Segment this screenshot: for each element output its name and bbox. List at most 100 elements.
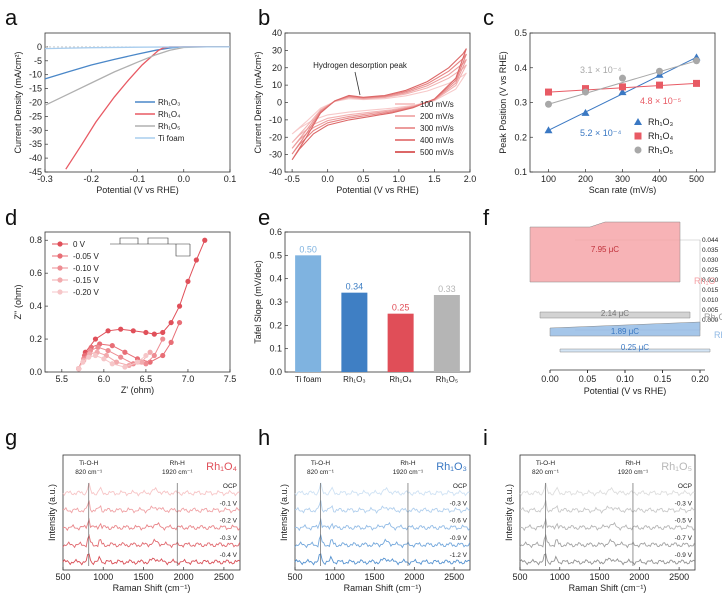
y-tick-label: -45	[29, 167, 42, 177]
bar-value-label: 0.34	[346, 282, 364, 292]
legend-swatch	[634, 146, 642, 154]
y-tick-label: 0.2	[514, 132, 527, 142]
data-point	[619, 74, 626, 82]
data-point	[693, 79, 700, 87]
z-tick-label: 0.035	[702, 247, 719, 254]
potential-label: -0.1 V	[220, 500, 238, 507]
y-tick-label: 20	[272, 63, 282, 73]
x-tick-label: -0.3	[37, 174, 53, 184]
panel-letter: c	[483, 5, 494, 30]
x-axis-label: Raman Shift (cm⁻¹)	[569, 583, 647, 593]
series-label: Rh₁O	[694, 276, 716, 286]
charge-label: 2.14 μC	[601, 309, 629, 318]
legend-label: -0.15 V	[73, 276, 99, 285]
legend-marker	[57, 253, 63, 259]
y-tick-label: -40	[29, 153, 42, 163]
data-point	[139, 359, 145, 365]
spectrum-line	[519, 517, 696, 532]
potential-label: -0.3 V	[450, 500, 468, 507]
x-tick-label: 0.1	[224, 174, 237, 184]
y-axis-label: Peak Position (V vs RHE)	[498, 51, 508, 154]
peak-label: Ti-O-H	[311, 460, 331, 467]
legend-label: 300 mV/s	[420, 124, 454, 133]
y-tick-label: 0.6	[269, 227, 282, 237]
z-tick-label: 0.015	[702, 287, 719, 294]
data-point	[86, 354, 92, 360]
legend-marker	[57, 265, 63, 271]
legend-marker	[57, 277, 63, 283]
spectrum-line	[63, 500, 240, 514]
legend-label: Rh₁O₄	[158, 110, 180, 119]
series-label: Rh₁O₃	[714, 330, 722, 340]
charge-label: 1.89 μC	[611, 327, 639, 336]
sample-label: Rh₁O₄	[206, 461, 237, 473]
x-axis-label: Potential (V vs RHE)	[584, 386, 667, 396]
plot-frame	[44, 231, 231, 373]
legend-marker	[57, 289, 63, 295]
panel-letter: a	[5, 5, 18, 30]
x-tick-label: 7.5	[224, 374, 237, 384]
x-tick-label: 0.20	[691, 374, 709, 384]
x-tick-label: 1500	[590, 572, 610, 582]
x-tick-label: 2500	[214, 572, 234, 582]
slope-label: 4.8 × 10⁻⁵	[640, 96, 682, 106]
peak-label: Rh-H	[400, 460, 415, 467]
data-point	[143, 361, 149, 367]
x-tick-label: 0.0	[177, 174, 190, 184]
legend-label: 500 mV/s	[420, 148, 454, 157]
legend-swatch	[634, 118, 642, 125]
legend-label: 0 V	[73, 240, 86, 249]
x-tick-label: -0.1	[130, 174, 146, 184]
data-point	[618, 88, 627, 96]
x-tick-label: 2000	[629, 572, 649, 582]
spectrum-line	[295, 500, 470, 514]
spectrum-line	[62, 553, 240, 566]
area-layer	[529, 221, 681, 283]
peak-position: 1920 cm⁻¹	[393, 469, 424, 476]
panel-c: 100 200 300 400 500 0.5 0.4 0.3 0.2 0.1 Scan rate …	[498, 28, 716, 195]
x-tick-label: 2500	[669, 572, 689, 582]
panel-d: 5.5 6.0 6.5 7.0 7.5 0.8 0.6 0.4 0.2 0.0 Z' (ohm) Z'…	[13, 231, 237, 395]
data-point	[176, 319, 183, 326]
data-point	[92, 336, 99, 342]
data-point	[134, 359, 141, 365]
potential-label: -0.2 V	[220, 518, 238, 525]
fit-line	[548, 60, 697, 105]
x-tick-label: 1.5	[428, 174, 441, 184]
panel-letter: d	[5, 205, 17, 230]
x-axis-label: Scan rate (mV/s)	[589, 185, 657, 195]
legend-label: Rh₁O₅	[648, 145, 674, 155]
y-axis-label: Intensity (a.u.)	[504, 484, 514, 541]
x-tick-label: 0.0	[321, 174, 334, 184]
y-tick-label: -35	[29, 139, 42, 149]
data-point	[109, 343, 115, 349]
data-point	[122, 349, 128, 355]
area-layer	[559, 348, 711, 353]
panel-g: 500 1000 1500 2000 2500 Raman Shift (cm⁻¹) Int…	[47, 454, 241, 593]
data-point	[80, 359, 86, 365]
data-point	[582, 88, 589, 96]
data-point	[122, 364, 128, 370]
y-axis-label: Current Density (mA/cm²)	[253, 51, 263, 153]
x-tick-label: 400	[652, 174, 667, 184]
x-tick-label: 5.5	[56, 374, 69, 384]
y-tick-label: 0.5	[269, 250, 282, 260]
potential-label: OCP	[678, 483, 692, 490]
bar-value-label: 0.25	[392, 303, 410, 313]
potential-label: -0.5 V	[675, 518, 693, 525]
legend-label: Rh₁O₃	[158, 98, 180, 107]
series-line	[291, 48, 467, 161]
y-tick-label: 30	[272, 45, 282, 55]
z-tick-label: 0.020	[702, 277, 719, 284]
legend-label: -0.20 V	[73, 288, 99, 297]
y-tick-label: -10	[269, 115, 282, 125]
peak-position: 820 cm⁻¹	[75, 469, 103, 476]
x-tick-label: 0.15	[654, 374, 672, 384]
data-point	[147, 349, 153, 355]
data-point	[202, 237, 208, 243]
peak-position: 1920 cm⁻¹	[162, 469, 193, 476]
peak-label: Rh-H	[625, 460, 640, 467]
plot-frame	[519, 454, 696, 571]
x-tick-label: 0.10	[616, 374, 634, 384]
